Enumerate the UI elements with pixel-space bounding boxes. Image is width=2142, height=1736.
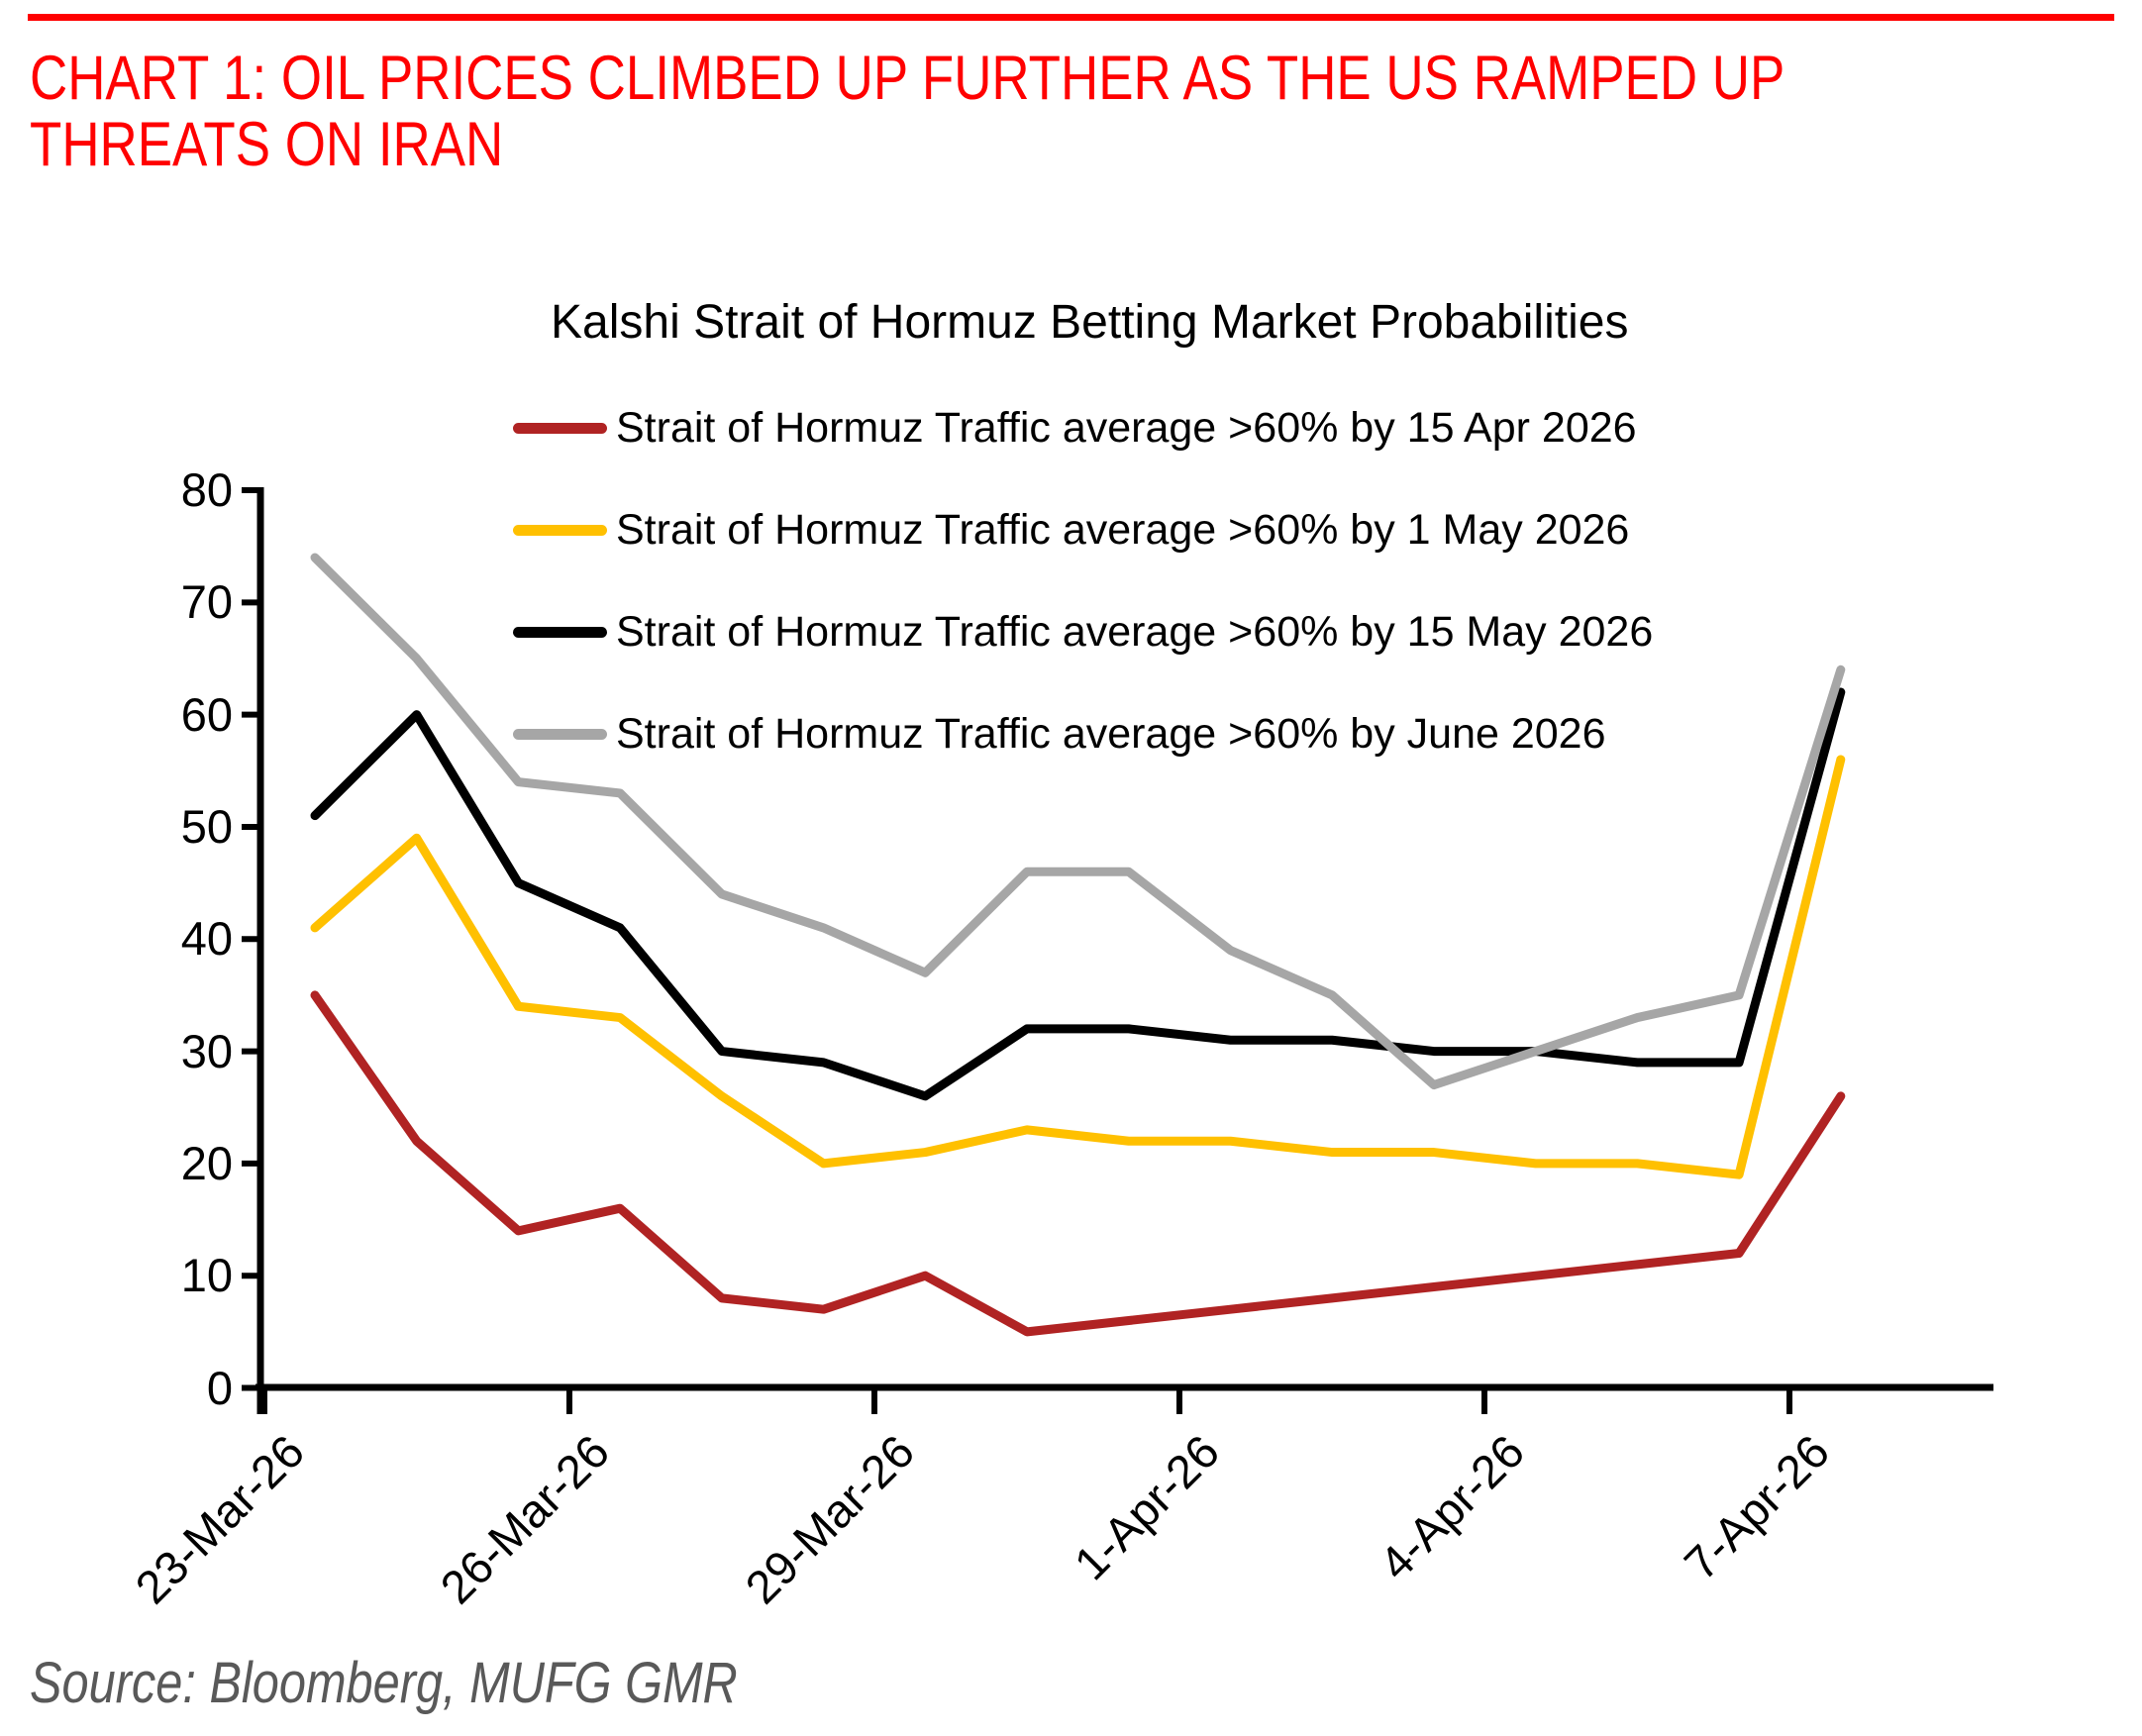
y-axis-tick-label: 60 [180,687,233,741]
series-line-4 [310,553,1846,1090]
legend-item-1: Strait of Hormuz Traffic average >60% by… [513,398,1637,458]
y-axis-tick-label: 0 [206,1361,233,1414]
y-axis-tick-label: 80 [180,463,233,517]
legend-label: Strait of Hormuz Traffic average >60% by… [616,505,1630,554]
y-axis-tick-label: 10 [180,1249,233,1302]
top-accent-rule [28,14,2114,21]
legend-label: Strait of Hormuz Traffic average >60% by… [616,607,1654,656]
series-line-1 [310,990,1846,1337]
legend-item-3: Strait of Hormuz Traffic average >60% by… [513,602,1653,662]
page-title: CHART 1: OIL PRICES CLIMBED UP FURTHER A… [30,44,1785,180]
legend-swatch-icon [513,728,607,740]
legend-item-4: Strait of Hormuz Traffic average >60% by… [513,704,1606,764]
y-axis-tick-label: 30 [180,1024,233,1077]
legend-label: Strait of Hormuz Traffic average >60% by… [616,403,1637,452]
y-axis-tick-label: 20 [180,1136,233,1189]
series-line-3 [310,687,1846,1101]
legend-swatch-icon [513,422,607,434]
legend-swatch-icon [513,524,607,536]
legend-label: Strait of Hormuz Traffic average >60% by… [616,709,1606,758]
chart-title: Kalshi Strait of Hormuz Betting Market P… [551,296,1629,349]
y-axis-tick-label: 40 [180,912,233,966]
legend-item-2: Strait of Hormuz Traffic average >60% by… [513,500,1629,560]
axes [242,487,1993,1414]
series-lines [310,553,1846,1337]
series-line-2 [310,755,1846,1179]
y-axis-tick-label: 50 [180,799,233,853]
legend-swatch-icon [513,626,607,638]
source-text: Source: Bloomberg, MUFG GMR [30,1651,738,1715]
y-axis-tick-label: 70 [180,575,233,629]
